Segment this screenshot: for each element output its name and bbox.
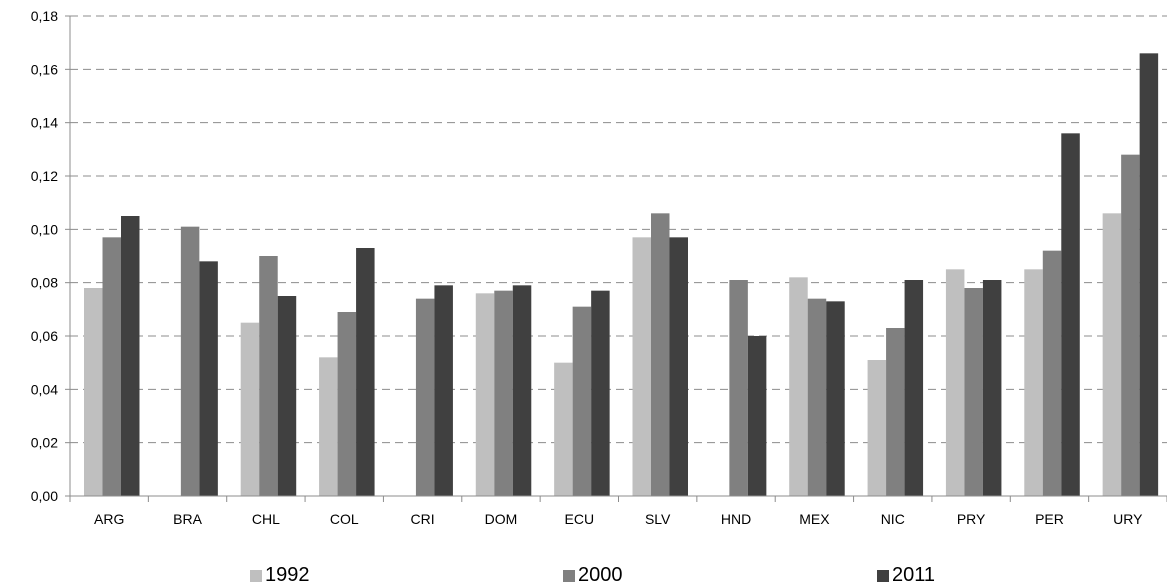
y-tick-label: 0,02 — [31, 435, 58, 451]
x-tick-label: PER — [1035, 511, 1064, 527]
bar-2011-URY — [1139, 53, 1159, 496]
legend-swatch-2000 — [563, 569, 575, 582]
bar-1992-MEX — [789, 277, 808, 496]
bar-1992-URY — [1102, 213, 1122, 497]
bar-2011-PRY — [982, 280, 1002, 496]
legend-item-1992: 1992 — [250, 564, 310, 587]
bar-2011-SLV — [669, 237, 688, 497]
bar-1992-DOM — [475, 293, 495, 496]
y-tick-label: 0,08 — [31, 275, 58, 291]
bar-1992-PER — [1024, 269, 1043, 496]
bar-2000-PER — [1042, 250, 1062, 496]
legend-item-2000: 2000 — [563, 564, 623, 587]
bar-chart: 0,00 0,02 0,04 0,06 0,08 0,10 0,12 0,14 0,16 0,18… — [31, 8, 1167, 527]
y-tick-label: 0,06 — [31, 328, 58, 344]
bar-2011-COL — [356, 248, 375, 496]
x-tick-label: BRA — [173, 511, 202, 527]
bars — [84, 53, 1159, 497]
y-tick-label: 0,04 — [31, 381, 58, 397]
bar-1992-PRY — [945, 269, 965, 496]
x-tick-label: URY — [1113, 511, 1143, 527]
bar-2000-HND — [729, 280, 748, 496]
y-tick-label: 0,12 — [31, 168, 58, 184]
bar-2000-COL — [337, 312, 357, 496]
y-tick-label: 0,16 — [31, 61, 58, 77]
bar-2011-HND — [747, 336, 767, 496]
x-tick-label: MEX — [799, 511, 830, 527]
bar-1992-COL — [319, 357, 338, 496]
bar-1992-NIC — [867, 360, 887, 496]
bar-2011-BRA — [199, 261, 218, 496]
bar-2011-CRI — [434, 285, 453, 496]
bar-1992-SLV — [632, 237, 651, 497]
y-axis-ticks: 0,00 0,02 0,04 0,06 0,08 0,10 0,12 0,14 0,16 0,18 — [31, 8, 58, 504]
bar-2000-CRI — [415, 298, 435, 496]
y-tick-label: 0,00 — [31, 488, 58, 504]
legend-label-2000: 2000 — [578, 564, 623, 586]
bar-1992-ECU — [554, 362, 573, 496]
bar-2000-URY — [1121, 154, 1140, 496]
bar-2000-BRA — [180, 226, 200, 496]
bar-2000-DOM — [494, 290, 513, 496]
bar-2011-ECU — [591, 290, 610, 496]
x-axis-ticks: ARG BRA CHL COL CRI DOM ECU SLV HND MEX NIC PRY PER U… — [94, 511, 1143, 527]
bar-2011-NIC — [904, 280, 924, 496]
y-tick-label: 0,18 — [31, 8, 58, 24]
bar-2000-SLV — [651, 213, 670, 497]
x-tick-label: NIC — [881, 511, 905, 527]
axes — [65, 15, 1167, 502]
bar-2000-PRY — [964, 288, 983, 496]
y-tick-label: 0,14 — [31, 115, 58, 131]
bar-2000-MEX — [807, 298, 827, 496]
legend-label-1992: 1992 — [265, 564, 310, 586]
x-tick-label: SLV — [645, 511, 671, 527]
bar-2011-PER — [1061, 133, 1080, 497]
legend-label-2011: 2011 — [892, 564, 936, 586]
legend-swatch-2011 — [877, 569, 889, 582]
bar-1992-CHL — [240, 322, 260, 496]
bar-2000-ARG — [102, 237, 121, 497]
legend-item-2011: 2011 — [877, 564, 935, 587]
y-tick-label: 0,10 — [31, 221, 58, 237]
x-tick-label: DOM — [485, 511, 518, 527]
legend: 1992 2000 2011 — [0, 564, 1167, 588]
bar-2011-ARG — [121, 216, 140, 496]
bar-2000-ECU — [572, 306, 592, 496]
gridlines — [70, 15, 1167, 444]
x-tick-label: ARG — [94, 511, 124, 527]
x-tick-label: COL — [330, 511, 359, 527]
x-tick-label: ECU — [565, 511, 595, 527]
bar-2000-NIC — [886, 328, 905, 496]
bar-2000-CHL — [259, 256, 278, 496]
x-tick-label: HND — [721, 511, 751, 527]
x-tick-label: CHL — [252, 511, 280, 527]
bar-2011-MEX — [826, 301, 845, 496]
x-tick-label: PRY — [957, 511, 986, 527]
x-tick-label: CRI — [411, 511, 435, 527]
bar-2011-DOM — [512, 285, 532, 496]
bar-2011-CHL — [277, 296, 297, 496]
bar-1992-ARG — [84, 288, 103, 496]
legend-swatch-1992 — [250, 569, 262, 582]
